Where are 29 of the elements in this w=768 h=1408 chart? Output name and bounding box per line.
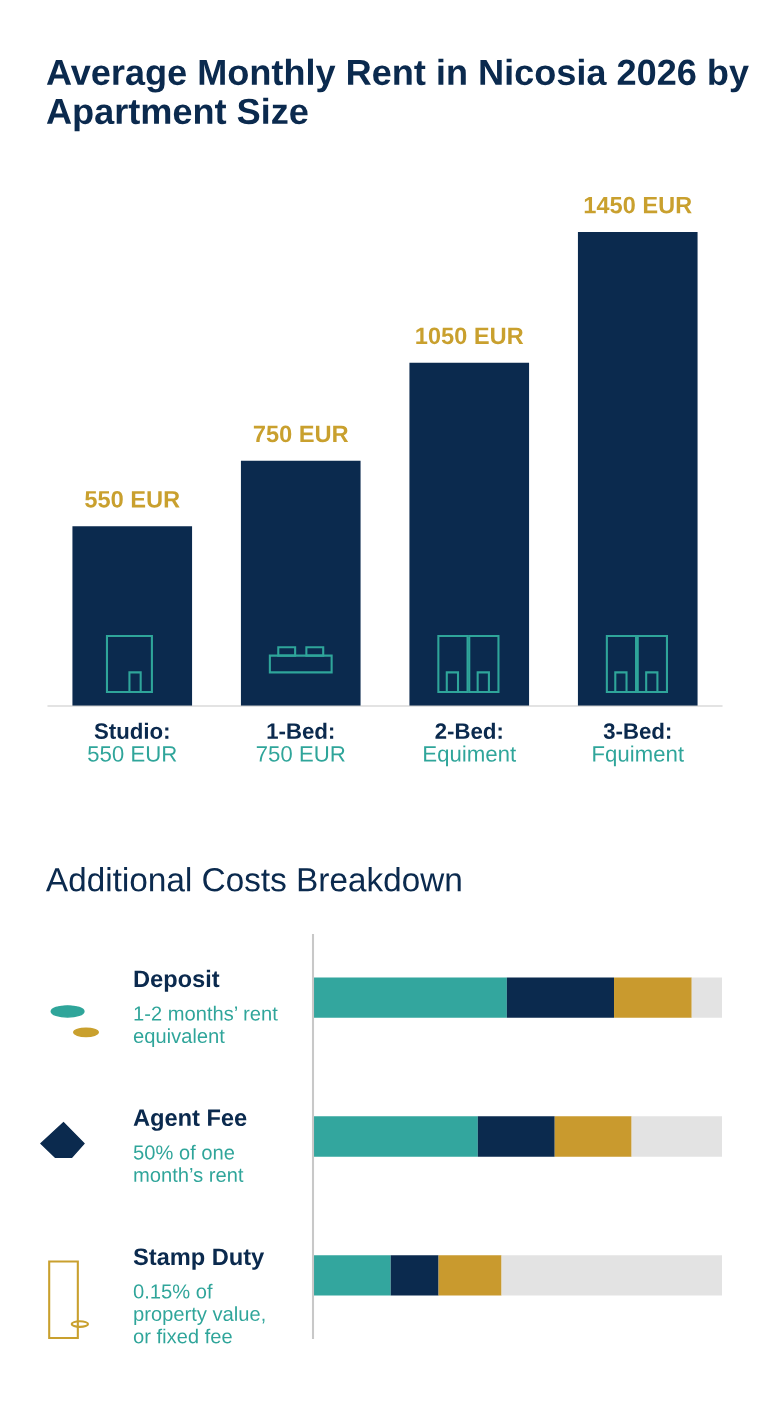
y-tick-label: Deposit 1-2 months’ rent equivalent [133,969,278,1048]
bar [631,1116,722,1157]
bar [313,977,507,1018]
bar [313,1116,478,1157]
data-label: 1450 EUR [584,196,692,214]
chart-title: Additional Costs Breakdown [45,867,461,892]
bar [477,1116,555,1157]
category-label: Studio: 550 EUR [88,722,177,762]
bar [577,232,698,706]
bar [72,526,193,706]
bar [438,1255,502,1296]
bar [240,460,361,706]
bar [506,977,615,1018]
category-label: 1-Bed: 750 EUR [256,722,345,762]
chart-title: Average Monthly Rent in Nicosia 2026 by Apartment Size [46,58,749,132]
y-tick-label: Agent Fee 50% of one month’s rent [133,1109,247,1183]
category-label: 2-Bed: Equiment [424,722,517,767]
data-label: 750 EUR [253,425,349,443]
category-label: 3-Bed: Fquiment [593,722,684,767]
bar [409,362,530,706]
data-label: 1050 EUR [416,327,524,345]
bar [390,1255,439,1296]
bar [614,977,692,1018]
bar [313,1255,391,1296]
data-label: 550 EUR [85,490,180,508]
y-tick-label: Stamp Duty 0.15% of property value, or fixed fee [133,1248,265,1344]
bar [554,1116,632,1157]
bar [501,1255,722,1296]
bar [691,977,722,1018]
